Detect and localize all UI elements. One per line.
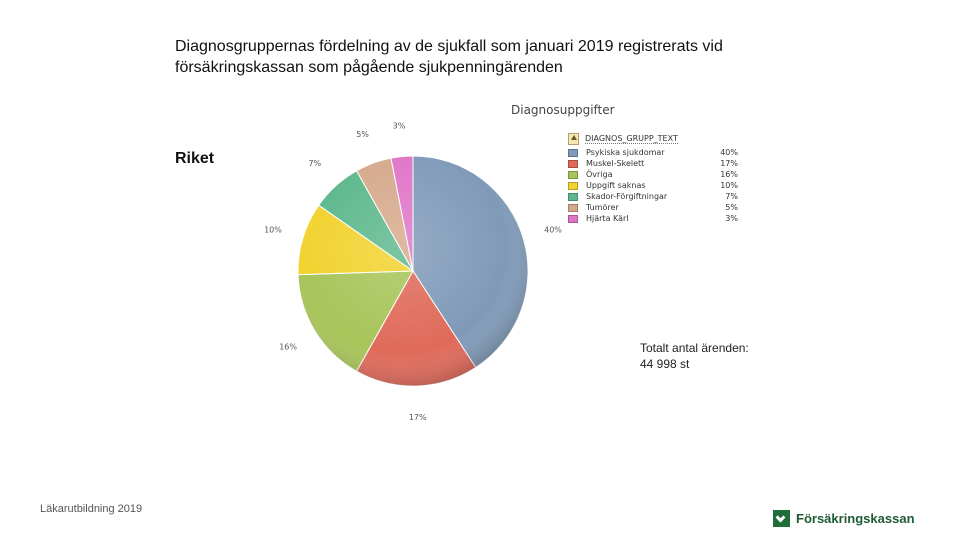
legend-label-2: Övriga (586, 170, 613, 179)
legend-item-2[interactable]: Övriga 16% (568, 169, 738, 180)
logo-text: Försäkringskassan (796, 511, 915, 526)
legend-value-0: 40% (720, 148, 738, 157)
legend-item-0[interactable]: Psykiska sjukdomar 40% (568, 147, 738, 158)
legend-item-5[interactable]: Tumörer 5% (568, 202, 738, 213)
legend-swatch-3 (568, 181, 578, 190)
legend-swatch-6 (568, 214, 578, 223)
data-label-6: 3% (393, 122, 406, 131)
sort-icon[interactable] (568, 133, 579, 145)
data-label-3: 10% (264, 225, 282, 234)
legend-item-1[interactable]: Muskel-Skelett 17% (568, 158, 738, 169)
data-label-2: 16% (279, 343, 297, 352)
total-cases-value: 44 998 st (640, 357, 690, 371)
legend-label-1: Muskel-Skelett (586, 159, 645, 168)
legend-value-2: 16% (720, 170, 738, 179)
legend-value-1: 17% (720, 159, 738, 168)
data-label-1: 17% (409, 413, 427, 422)
legend-label-6: Hjärta Kärl (586, 214, 629, 223)
legend-swatch-1 (568, 159, 578, 168)
legend-swatch-2 (568, 170, 578, 179)
legend-value-4: 7% (725, 192, 738, 201)
legend-label-4: Skador-Förgiftningar (586, 192, 668, 201)
legend-value-5: 5% (725, 203, 738, 212)
legend-swatch-0 (568, 148, 578, 157)
legend-item-4[interactable]: Skador-Förgiftningar 7% (568, 191, 738, 202)
legend-title: DIAGNOS_GRUPP_TEXT (585, 134, 678, 144)
legend-item-3[interactable]: Uppgift saknas 10% (568, 180, 738, 191)
data-label-5: 5% (356, 130, 369, 139)
legend-label-5: Tumörer (586, 203, 619, 212)
legend-label-0: Psykiska sjukdomar (586, 148, 665, 157)
footer-text: Läkarutbildning 2019 (40, 503, 143, 515)
data-label-4: 7% (308, 159, 321, 168)
legend-item-6[interactable]: Hjärta Kärl 3% (568, 213, 738, 224)
slide-title: Diagnosgruppernas fördelning av de sjukf… (175, 38, 723, 76)
legend-swatch-4 (568, 192, 578, 201)
data-label-0: 40% (544, 225, 562, 234)
chart-title: Diagnosuppgifter (511, 103, 615, 117)
legend-swatch-5 (568, 203, 578, 212)
chart-legend: DIAGNOS_GRUPP_TEXT Psykiska sjukdomar 40%… (568, 131, 738, 224)
legend-header[interactable]: DIAGNOS_GRUPP_TEXT (568, 131, 738, 147)
total-cases: Totalt antal ärenden: 44 998 st (640, 340, 749, 372)
legend-value-3: 10% (720, 181, 738, 190)
region-label: Riket (175, 150, 215, 167)
logo: Försäkringskassan (773, 510, 915, 527)
legend-value-6: 3% (725, 214, 738, 223)
logo-icon (773, 510, 790, 527)
legend-label-3: Uppgift saknas (586, 181, 646, 190)
total-cases-label: Totalt antal ärenden: (640, 341, 749, 355)
